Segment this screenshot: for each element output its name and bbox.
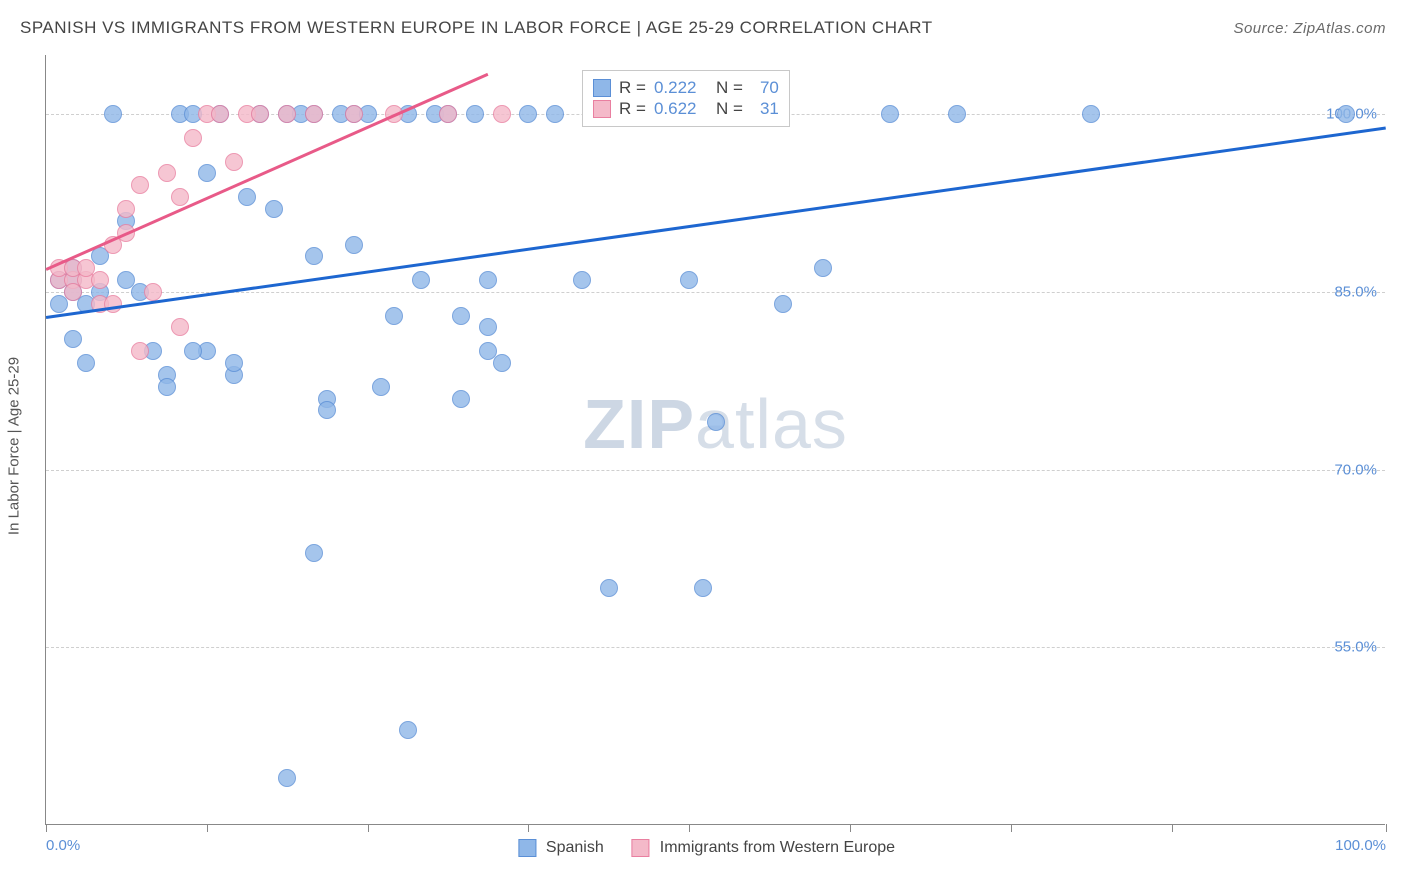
legend-label: Immigrants from Western Europe xyxy=(660,839,895,857)
legend-label: Spanish xyxy=(546,839,604,857)
legend-swatch xyxy=(632,839,650,857)
data-point xyxy=(131,342,149,360)
x-tick xyxy=(368,824,369,832)
data-point xyxy=(64,330,82,348)
y-tick-label: 70.0% xyxy=(1334,461,1377,478)
x-tick-label: 100.0% xyxy=(1335,837,1386,854)
x-tick xyxy=(207,824,208,832)
data-point xyxy=(412,271,430,289)
gridline xyxy=(46,292,1385,293)
data-point xyxy=(184,129,202,147)
data-point xyxy=(573,271,591,289)
data-point xyxy=(466,105,484,123)
data-point xyxy=(452,390,470,408)
watermark-bold: ZIP xyxy=(583,385,695,463)
legend-swatch xyxy=(593,79,611,97)
data-point xyxy=(171,188,189,206)
data-point xyxy=(211,105,229,123)
data-point xyxy=(251,105,269,123)
data-point xyxy=(948,105,966,123)
r-label: R = xyxy=(619,78,646,98)
gridline xyxy=(46,647,1385,648)
data-point xyxy=(493,354,511,372)
x-tick xyxy=(1011,824,1012,832)
x-tick-label: 0.0% xyxy=(46,837,80,854)
y-axis-title: In Labor Force | Age 25-29 xyxy=(6,357,23,535)
x-tick xyxy=(46,824,47,832)
data-point xyxy=(546,105,564,123)
n-value: 31 xyxy=(751,99,779,119)
data-point xyxy=(104,105,122,123)
data-point xyxy=(305,247,323,265)
data-point xyxy=(278,105,296,123)
data-point xyxy=(345,236,363,254)
data-point xyxy=(158,378,176,396)
data-point xyxy=(479,318,497,336)
data-point xyxy=(774,295,792,313)
data-point xyxy=(439,105,457,123)
data-point xyxy=(399,721,417,739)
x-tick xyxy=(1386,824,1387,832)
data-point xyxy=(452,307,470,325)
data-point xyxy=(1082,105,1100,123)
data-point xyxy=(479,271,497,289)
correlation-legend: R = 0.222 N = 70 R = 0.622 N = 31 xyxy=(582,70,790,127)
data-point xyxy=(305,105,323,123)
data-point xyxy=(600,579,618,597)
y-tick-label: 55.0% xyxy=(1334,639,1377,656)
legend-swatch xyxy=(518,839,536,857)
n-value: 70 xyxy=(751,78,779,98)
data-point xyxy=(158,164,176,182)
r-value: 0.222 xyxy=(654,78,708,98)
data-point xyxy=(77,354,95,372)
data-point xyxy=(519,105,537,123)
data-point xyxy=(385,307,403,325)
data-point xyxy=(198,164,216,182)
legend-row: R = 0.622 N = 31 xyxy=(593,99,779,119)
data-point xyxy=(278,769,296,787)
legend-swatch xyxy=(593,100,611,118)
r-label: R = xyxy=(619,99,646,119)
scatter-plot: ZIPatlas 55.0%70.0%85.0%100.0%0.0%100.0%… xyxy=(45,55,1385,825)
r-value: 0.622 xyxy=(654,99,708,119)
x-tick xyxy=(850,824,851,832)
trendline xyxy=(45,73,488,271)
data-point xyxy=(131,176,149,194)
data-point xyxy=(91,271,109,289)
data-point xyxy=(305,544,323,562)
data-point xyxy=(144,283,162,301)
source-label: Source: ZipAtlas.com xyxy=(1233,20,1386,37)
data-point xyxy=(225,153,243,171)
data-point xyxy=(814,259,832,277)
data-point xyxy=(318,401,336,419)
data-point xyxy=(184,342,202,360)
legend-row: R = 0.222 N = 70 xyxy=(593,78,779,98)
data-point xyxy=(345,105,363,123)
data-point xyxy=(238,188,256,206)
data-point xyxy=(117,200,135,218)
data-point xyxy=(1337,105,1355,123)
data-point xyxy=(707,413,725,431)
n-label: N = xyxy=(716,78,743,98)
data-point xyxy=(372,378,390,396)
x-tick xyxy=(528,824,529,832)
chart-title: SPANISH VS IMMIGRANTS FROM WESTERN EUROP… xyxy=(20,18,933,38)
gridline xyxy=(46,470,1385,471)
data-point xyxy=(493,105,511,123)
trendline xyxy=(46,126,1386,318)
y-tick-label: 85.0% xyxy=(1334,283,1377,300)
data-point xyxy=(680,271,698,289)
data-point xyxy=(225,354,243,372)
data-point xyxy=(694,579,712,597)
series-legend: Spanish Immigrants from Western Europe xyxy=(518,839,913,857)
data-point xyxy=(881,105,899,123)
n-label: N = xyxy=(716,99,743,119)
data-point xyxy=(171,318,189,336)
x-tick xyxy=(689,824,690,832)
data-point xyxy=(104,295,122,313)
x-tick xyxy=(1172,824,1173,832)
data-point xyxy=(265,200,283,218)
